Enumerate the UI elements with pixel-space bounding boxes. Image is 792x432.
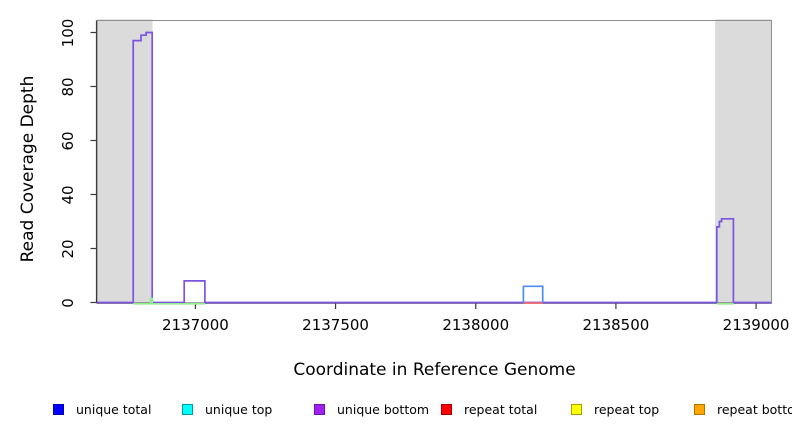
legend-item-unique-bottom: unique bottom xyxy=(314,397,429,421)
legend-swatch-icon xyxy=(314,403,325,415)
shaded-region xyxy=(715,19,771,304)
legend-swatch-icon xyxy=(182,403,193,415)
legend-label: unique total xyxy=(76,401,152,417)
legend-item-repeat-total: repeat total xyxy=(441,397,537,421)
shaded-region xyxy=(97,19,153,304)
legend-item-unique-total: unique total xyxy=(53,397,151,421)
legend-item-unique-top: unique top xyxy=(182,397,272,421)
legend-swatch-icon xyxy=(53,403,64,415)
legend-item-repeat-bottom: repeat bottom xyxy=(694,397,792,421)
legend-swatch-icon xyxy=(571,403,582,415)
legend-label: unique top xyxy=(205,401,273,417)
legend: unique total unique top unique bottom repea… xyxy=(0,397,792,423)
legend-swatch-icon xyxy=(694,403,705,415)
series-unique-bottom-coverage-line xyxy=(97,31,772,304)
legend-swatch-icon xyxy=(441,403,452,415)
legend-label: repeat top xyxy=(594,401,660,417)
legend-label: repeat bottom xyxy=(717,401,792,417)
legend-label: unique bottom xyxy=(337,401,430,417)
series-mid-peak-blue-line xyxy=(522,285,544,303)
legend-item-repeat-top: repeat top xyxy=(571,397,659,421)
series-baseline-accent-green-line xyxy=(133,297,205,305)
legend-label: repeat total xyxy=(464,401,538,417)
